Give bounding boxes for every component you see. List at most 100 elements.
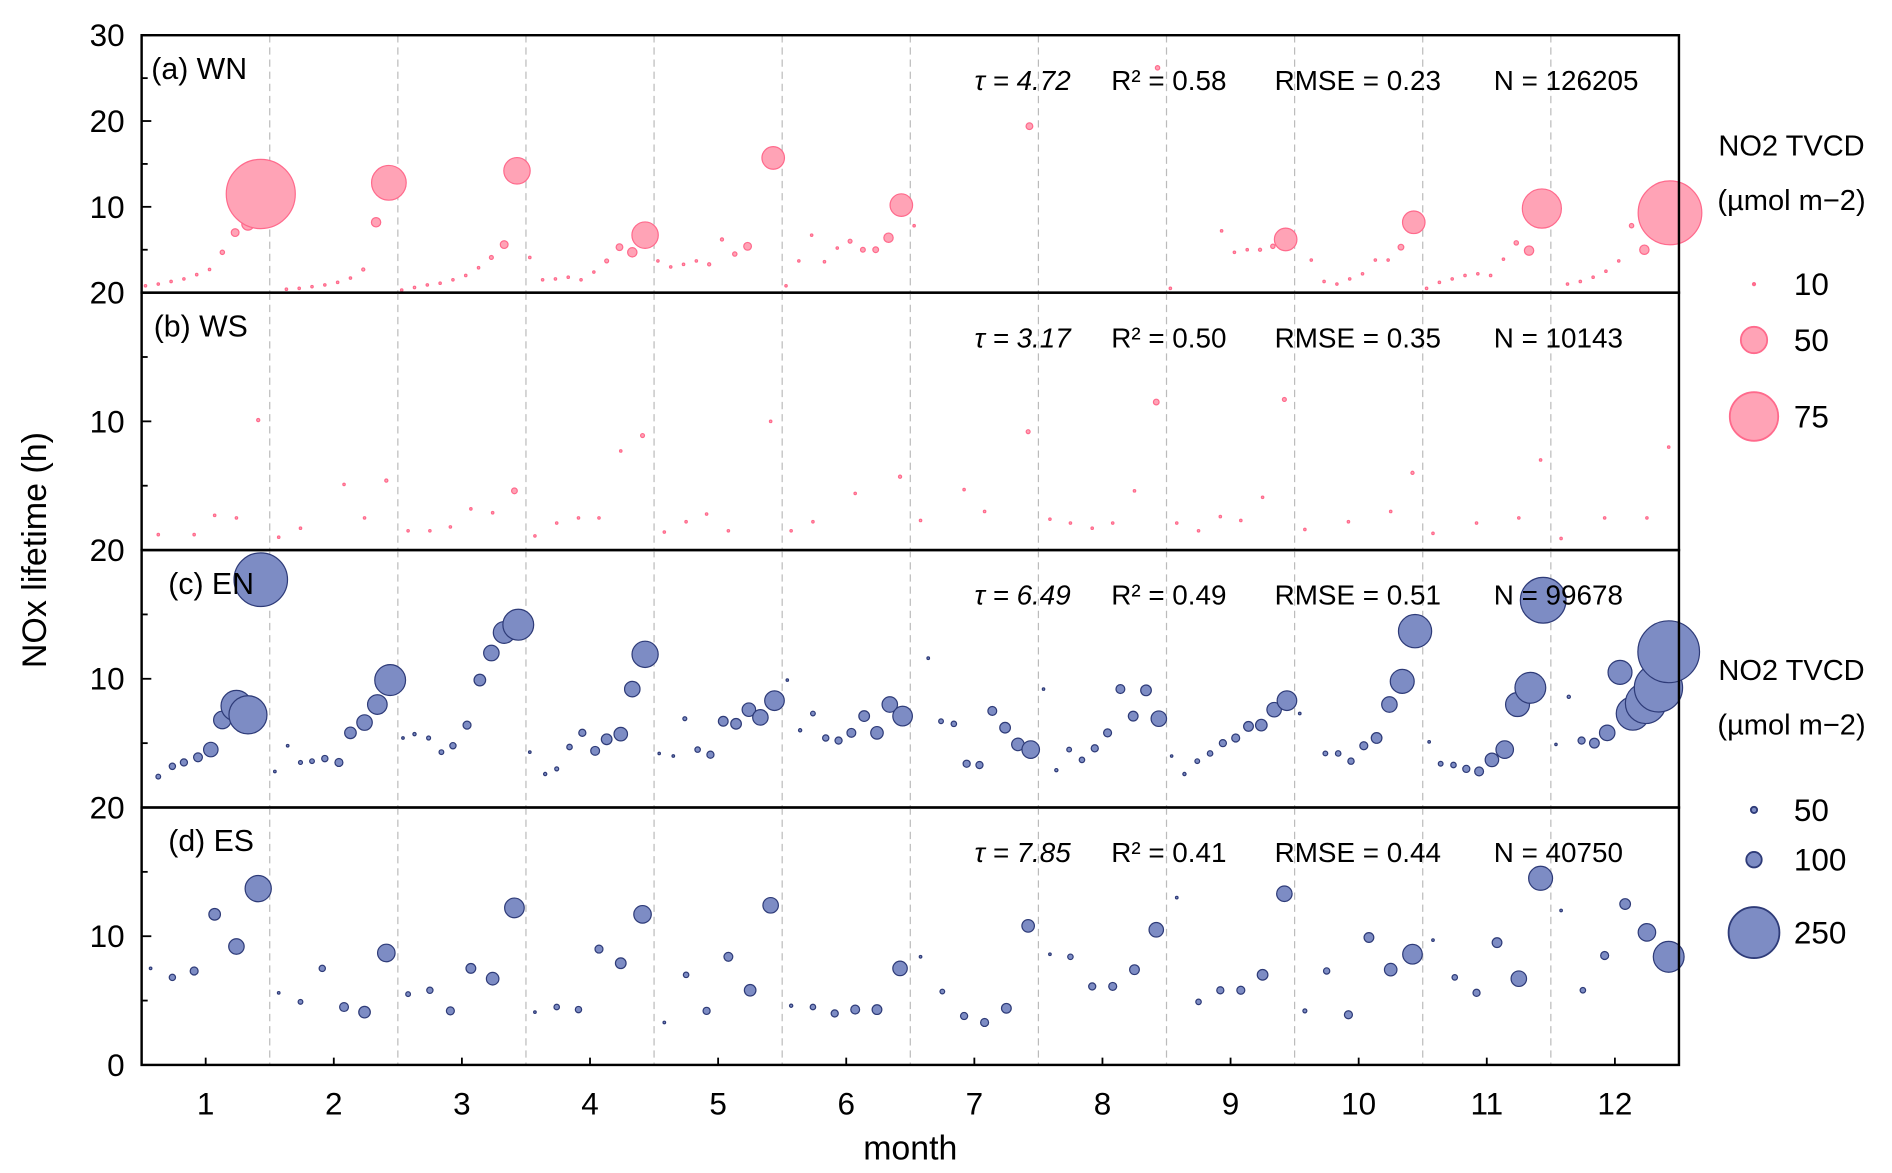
data-point [1474,521,1479,525]
data-point [1219,229,1224,233]
data-point [600,733,613,746]
data-point [872,246,880,254]
data-point [272,769,277,774]
data-point [1108,981,1118,992]
data-point [702,1006,711,1016]
data-point [1462,764,1471,774]
data-point [504,897,525,919]
data-point [1078,756,1086,764]
data-point [847,238,853,244]
data-point [1591,275,1595,280]
data-point [533,1010,537,1015]
data-point [1386,258,1390,262]
data-point [975,760,984,770]
x-tick-label: 8 [1094,1086,1112,1122]
data-point [743,241,753,251]
data-point [1168,286,1173,291]
data-point [1335,282,1339,286]
data-point [671,754,676,758]
data-point [1110,521,1115,525]
data-point [987,705,998,716]
data-point [1334,750,1342,757]
data-point [463,273,468,278]
data-point [370,216,382,228]
data-point [228,695,268,735]
data-point [510,487,518,495]
data-point [881,696,899,713]
data-point [192,532,196,537]
data-point [1578,279,1583,284]
data-point [244,874,272,903]
data-point [1495,740,1515,759]
n-stat: N = 99678 [1494,580,1623,611]
data-point [553,277,558,281]
data-point [1602,516,1607,520]
data-point [1363,932,1375,943]
data-point [797,728,803,733]
n-stat: N = 126205 [1494,65,1639,96]
legend-bubble [1745,851,1763,869]
panel-c: 20 10 (c) EN τ = 6.49 R² = 0.49 RMSE = 0.51 N … [90,532,1701,809]
data-point [566,743,573,751]
data-point [1450,277,1455,281]
data-point [310,284,314,289]
data-point [1231,733,1241,743]
data-point [1048,517,1052,522]
data-point [761,146,786,170]
data-point [1182,771,1187,777]
data-point [462,720,472,730]
data-point [939,988,946,995]
data-point [999,721,1012,734]
data-point [566,275,571,280]
data-point [834,736,843,745]
data-point [784,283,788,288]
y-tick-label: 10 [90,403,125,439]
data-point [1451,974,1459,981]
data-point [1346,519,1351,524]
data-point [234,516,239,520]
data-point [743,983,757,997]
data-point [1652,940,1685,973]
y-tick-label: 10 [90,661,125,697]
data-point [726,528,731,533]
data-point [615,243,624,252]
data-point [822,259,827,264]
data-point [376,943,396,963]
rmse-stat: RMSE = 0.51 [1275,580,1441,611]
data-point [752,709,769,726]
data-point [1054,767,1059,773]
data-point [469,507,473,511]
data-point [850,1004,861,1015]
data-point [962,759,971,768]
data-point [959,1011,969,1021]
data-point [579,277,583,282]
data-point [1388,509,1393,514]
data-point [309,758,315,765]
data-point [374,664,407,697]
data-point [853,491,858,496]
legend-label: 75 [1794,398,1829,434]
data-point [912,223,916,228]
data-point [592,270,596,274]
data-point [1514,671,1547,704]
data-point [1521,188,1563,229]
data-point [356,714,373,731]
data-point [284,287,289,292]
y-tick-label: 10 [90,918,125,954]
data-point [684,519,688,524]
data-point [870,725,884,740]
data-point [1528,865,1554,891]
data-point [438,281,442,286]
data-point [361,267,366,272]
data-point [668,265,673,269]
data-point [1645,516,1649,520]
data-point [1243,720,1254,732]
data-point [1236,985,1246,995]
data-point [704,512,709,516]
data-point [590,745,601,756]
data-point [1025,429,1031,435]
data-point [618,449,623,453]
data-point [1238,518,1243,523]
data-point [717,715,729,727]
legend-label: 10 [1794,266,1829,302]
